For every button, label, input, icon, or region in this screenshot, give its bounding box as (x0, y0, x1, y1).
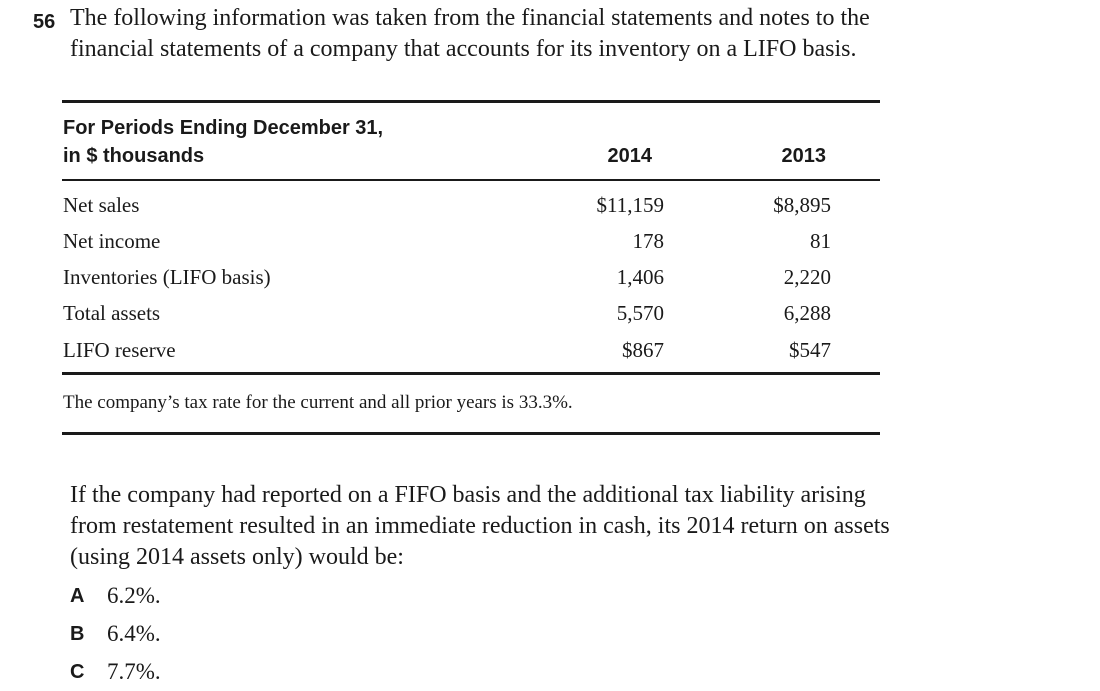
row-label: LIFO reserve (63, 338, 176, 362)
option-text: 6.4%. (107, 621, 161, 646)
value-2014: 5,570 (616, 301, 664, 325)
question-stem: If the company had reported on a FIFO ba… (70, 482, 890, 570)
table-header-line1: For Periods Ending December 31, (63, 117, 384, 139)
table-row-net-income: Net income 178 81 (62, 223, 880, 259)
option-letter: A (70, 585, 85, 607)
value-2013: $547 (789, 338, 831, 362)
row-label: Net income (63, 229, 161, 253)
table-top-rule (62, 100, 880, 103)
value-2013: 2,220 (783, 265, 831, 289)
table-header-line2: in $ thousands (63, 145, 205, 167)
value-2013: $8,895 (773, 193, 831, 217)
row-label: Net sales (63, 193, 140, 217)
column-header-2013: 2013 (781, 145, 827, 167)
value-2014: 1,406 (616, 265, 664, 289)
exhibit-end-rule (62, 432, 880, 435)
row-label: Inventories (LIFO basis) (63, 265, 271, 289)
column-header-2014: 2014 (607, 145, 653, 167)
tax-rate-note: The company’s tax rate for the current a… (63, 392, 573, 413)
table-row-lifo-reserve: LIFO reserve $867 $547 (62, 332, 880, 368)
option-letter: B (70, 623, 85, 645)
table-header-rule (62, 179, 880, 181)
table-row-inventories: Inventories (LIFO basis) 1,406 2,220 (62, 259, 880, 295)
table-bottom-rule (62, 372, 880, 375)
value-2014: 178 (632, 229, 665, 253)
value-2014: $11,159 (596, 193, 664, 217)
question-number: 56 (33, 11, 56, 33)
table-row-net-sales: Net sales $11,159 $8,895 (62, 187, 880, 223)
value-2014: $867 (622, 338, 664, 362)
value-2013: 81 (810, 229, 831, 253)
option-text: 6.2%. (107, 583, 161, 608)
table-row-total-assets: Total assets 5,570 6,288 (62, 295, 880, 331)
value-2013: 6,288 (783, 301, 831, 325)
option-text: 7.7%. (107, 659, 161, 684)
option-letter: C (70, 661, 85, 683)
row-label: Total assets (63, 301, 161, 325)
table-header-label: For Periods Ending December 31, in $ tho… (63, 114, 383, 170)
question-intro: The following information was taken from… (70, 5, 870, 62)
